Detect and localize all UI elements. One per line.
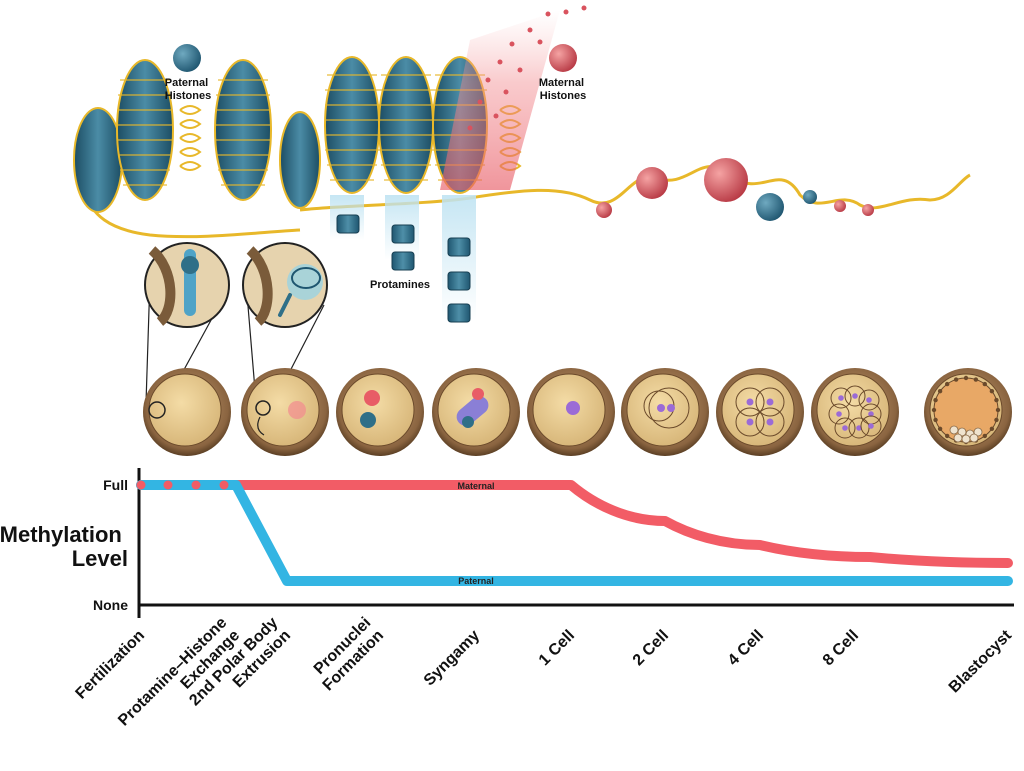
ytick-none: None: [93, 597, 128, 613]
overlap-markers: [136, 480, 229, 490]
overlap-dot: [163, 480, 173, 490]
nucleosomes: [596, 158, 874, 221]
embryo-cell: [716, 368, 804, 456]
embryo-cell: [432, 368, 520, 456]
maternal-histones-label: Maternal Histones: [539, 77, 587, 102]
stage-label: Fertilization: [73, 627, 149, 703]
stage-label: 8 Cell: [820, 627, 862, 669]
overlap-dot: [219, 480, 229, 490]
maternal-histone-glow: [440, 10, 560, 190]
maternal-methylation-line: [136, 480, 1013, 568]
ytick-full: Full: [103, 477, 128, 493]
zoom-inset-protamine-exchange: [242, 242, 328, 328]
protamines: [330, 195, 476, 323]
embryo-cell: [336, 368, 424, 456]
zoom-insets: [144, 242, 328, 411]
paternal-line-label: Paternal: [458, 576, 494, 586]
zoom-inset-fertilization: [144, 242, 230, 328]
embryo-cell: [143, 368, 231, 456]
stage-labels: FertilizationProtamine–HistoneExchange2n…: [73, 614, 1016, 729]
embryo-cell: [621, 368, 709, 456]
maternal-histone-particles: [467, 5, 587, 131]
y-axis-title: Methylation Level: [0, 522, 128, 571]
overlap-dot: [191, 480, 201, 490]
protamines-label: Protamines: [370, 279, 430, 291]
stage-label: Syngamy: [421, 627, 483, 689]
stage-label: Blastocyst: [946, 627, 1016, 697]
stage-label: 2 Cell: [630, 627, 672, 669]
maternal-histone-icon: [549, 44, 577, 72]
embryo-stage-cells: [143, 368, 1012, 456]
chromatin-illustration: Paternal Histones Maternal Histones Prot…: [73, 5, 971, 323]
stage-label: 1 Cell: [536, 627, 578, 669]
paternal-histone-icon: [173, 44, 201, 72]
embryo-cell: [811, 368, 899, 456]
embryo-cell: [924, 368, 1012, 456]
maternal-line-label: Maternal: [457, 481, 494, 491]
embryo-cell: [527, 368, 615, 456]
methylation-chart: Full None Methylation Level Maternal Pat…: [0, 468, 1016, 729]
embryo-cell: [241, 368, 329, 456]
overlap-dot: [136, 480, 146, 490]
paternal-histones-label: Paternal Histones: [165, 77, 211, 102]
stage-label: 4 Cell: [725, 627, 767, 669]
paternal-methylation-line: [136, 480, 1013, 586]
stage-label: PronucleiFormation: [307, 614, 387, 694]
